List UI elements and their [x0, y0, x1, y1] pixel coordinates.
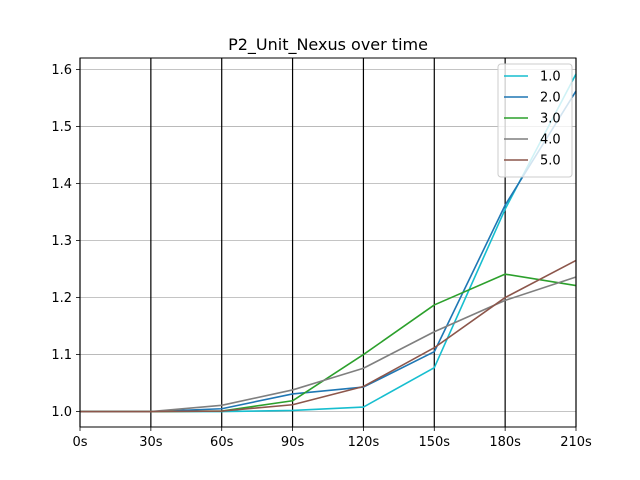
x-tick-label: 0s [72, 435, 87, 450]
x-tick-label: 180s [489, 435, 521, 450]
grid [79, 58, 577, 427]
series-lines [80, 73, 577, 413]
y-tick-label: 1.3 [51, 234, 72, 249]
x-tick-label: 150s [418, 435, 450, 450]
y-tick-label: 1.1 [51, 348, 72, 363]
legend-box [497, 63, 573, 178]
x-tick-label: 90s [281, 435, 305, 450]
y-tick-label: 1.4 [51, 177, 72, 192]
legend-label-2: 2.0 [540, 91, 561, 106]
y-tick-label: 1.6 [51, 63, 72, 78]
x-tick-label: 120s [348, 435, 380, 450]
legend-label-4: 4.0 [540, 133, 561, 148]
x-tick-label: 30s [139, 435, 163, 450]
legend-label-1: 1.0 [540, 70, 561, 85]
series-line-5 [80, 259, 577, 413]
x-tick-label: 60s [210, 435, 234, 450]
x-tick-label: 210s [560, 435, 592, 450]
y-tick-label: 1.0 [51, 405, 72, 420]
axis-ticks: 1.0 1.1 1.2 1.3 1.4 1.5 1.6 0s 30s 60s 90s 120s 150s… [51, 63, 592, 450]
plot-area-frame [79, 57, 577, 428]
legend: 1.0 2.0 3.0 4.0 5.0 [497, 63, 573, 178]
legend-label-5: 5.0 [540, 154, 561, 169]
chart-title: P2_Unit_Nexus over time [228, 35, 428, 55]
legend-label-3: 3.0 [540, 112, 561, 127]
y-tick-label: 1.5 [51, 120, 72, 135]
y-tick-label: 1.2 [51, 291, 72, 306]
